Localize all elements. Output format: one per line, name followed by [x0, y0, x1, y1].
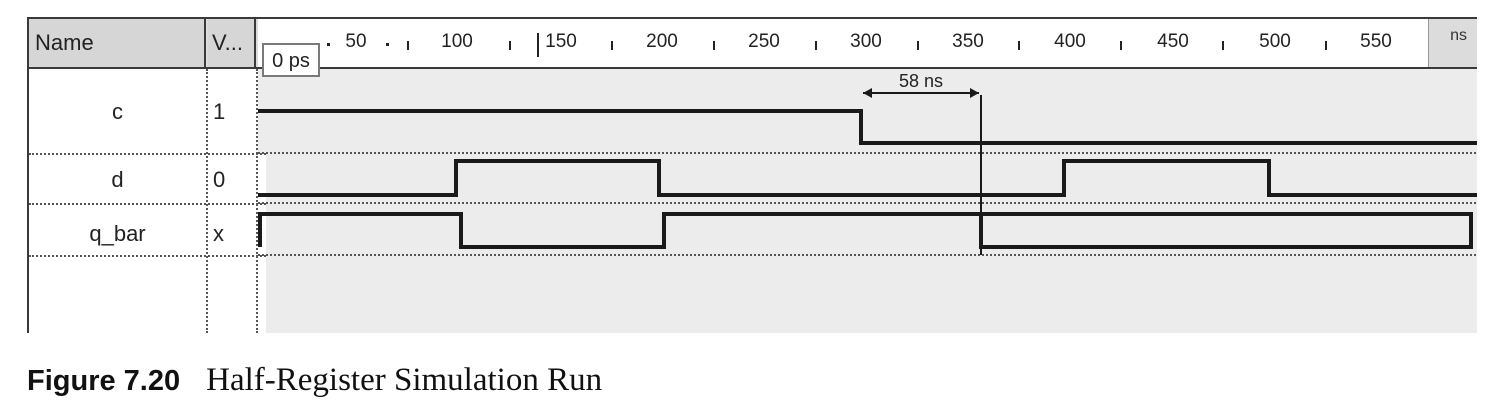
ruler-minor-tick — [1120, 41, 1122, 50]
waveform-viewer: Name V... 50 100 150 200 250 300 350 400… — [27, 17, 1477, 333]
waveform-canvas: 58 ns — [258, 69, 1477, 333]
signal-value-d: 0 — [213, 167, 226, 192]
ruler-tick-label: 50 — [345, 31, 367, 52]
signal-names-column: c d q_bar — [29, 69, 208, 333]
ruler-unit-cell: ns — [1428, 19, 1477, 67]
ruler-minor-tick — [407, 41, 409, 50]
value-column-header[interactable]: V... — [208, 19, 256, 67]
figure-number: Figure 7.20 — [27, 365, 181, 397]
ruler-tick-label: 250 — [748, 31, 780, 52]
signal-value-c: 1 — [213, 99, 226, 124]
ruler-tick-label: 350 — [952, 31, 984, 52]
signal-name-c[interactable]: c — [112, 99, 123, 124]
ruler-tick-label: 550 — [1360, 31, 1392, 52]
ruler-dot — [327, 43, 330, 46]
waveform-c[interactable] — [258, 109, 1477, 145]
time-ruler[interactable]: 50 100 150 200 250 300 350 400 450 500 5… — [258, 19, 1477, 67]
ruler-tick-label: 500 — [1259, 31, 1291, 52]
measurement-arrow-right-icon — [970, 88, 979, 98]
waveform-q-bar[interactable] — [258, 212, 1473, 249]
ruler-tick-label: 300 — [850, 31, 882, 52]
ruler-tick-label: 450 — [1157, 31, 1189, 52]
ruler-tick-label: 400 — [1054, 31, 1086, 52]
ruler-unit-label: ns — [1450, 27, 1467, 44]
figure-title: Half-Register Simulation Run — [206, 362, 603, 398]
ruler-minor-tick — [1325, 41, 1327, 50]
ruler-minor-tick — [815, 41, 817, 50]
signal-name-d[interactable]: d — [111, 167, 124, 192]
ruler-minor-tick — [611, 41, 613, 50]
signal-values-column: 1 0 x — [208, 69, 258, 333]
name-column-header[interactable]: Name — [29, 19, 206, 67]
measurement-label: 58 ns — [899, 71, 943, 91]
ruler-minor-tick — [537, 33, 539, 57]
ruler-tick-label: 200 — [646, 31, 678, 52]
ruler-tick-label: 100 — [441, 31, 473, 52]
waveform-area[interactable]: 58 ns — [258, 69, 1477, 333]
waveform-d[interactable] — [258, 159, 1477, 197]
ruler-minor-tick — [713, 41, 715, 50]
signal-value-q-bar: x — [213, 221, 224, 246]
ruler-minor-tick — [917, 41, 919, 50]
header-bar: Name V... 50 100 150 200 250 300 350 400… — [29, 17, 1477, 69]
measurement-arrow-left-icon — [863, 88, 872, 98]
ruler-tick-label: 150 — [545, 31, 577, 52]
ruler-minor-tick — [1018, 41, 1020, 50]
cursor-time-label[interactable]: 0 ps — [262, 43, 320, 77]
figure-caption: Figure 7.20 Half-Register Simulation Run — [27, 362, 602, 399]
ruler-minor-tick — [509, 41, 511, 50]
ruler-minor-tick — [1222, 41, 1224, 50]
ruler-dot — [386, 43, 389, 46]
signal-name-q-bar[interactable]: q_bar — [89, 221, 146, 246]
